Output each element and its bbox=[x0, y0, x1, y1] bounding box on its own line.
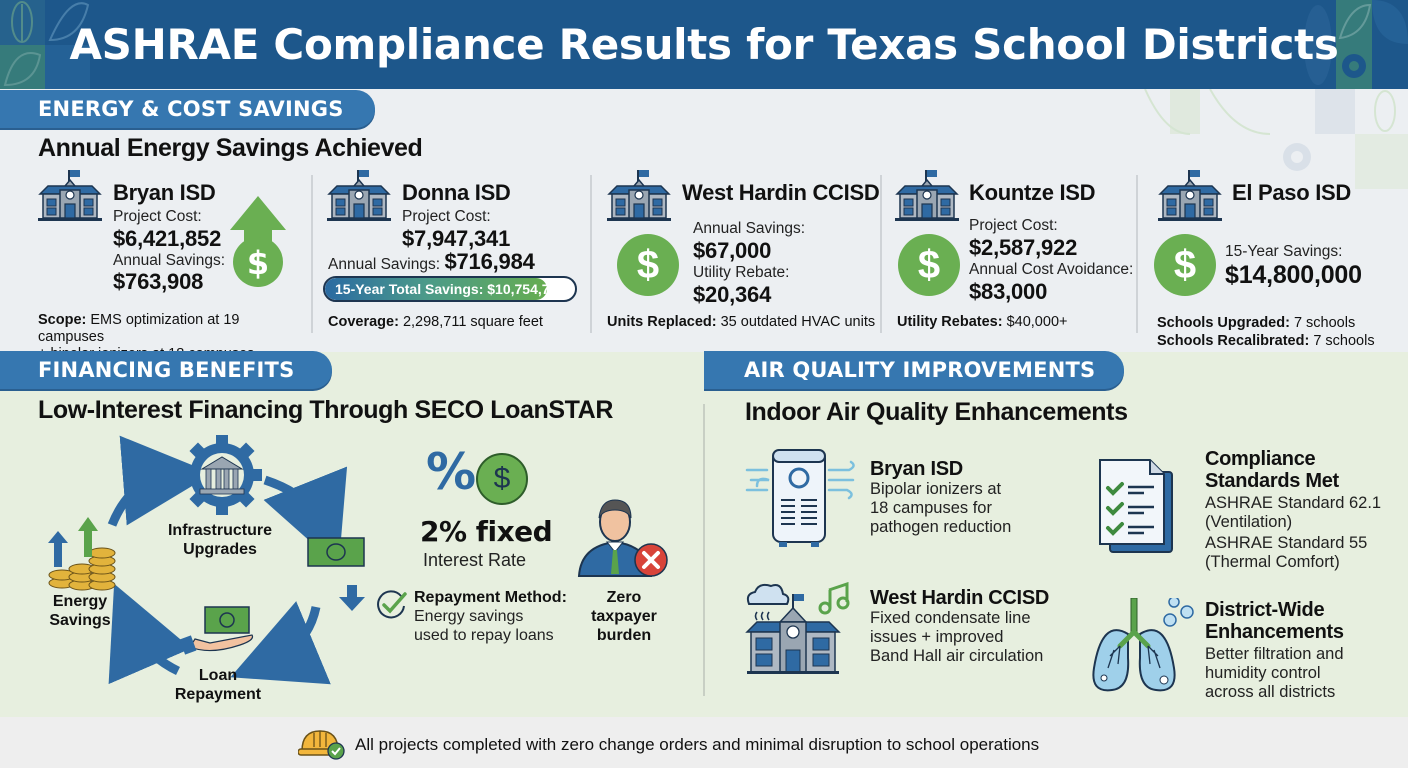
utility-rebates-note: Utility Rebates: $40,000+ bbox=[897, 314, 1068, 330]
annual-savings-row: Annual Savings: $716,984 bbox=[328, 249, 535, 275]
progress-fill: 15-Year Total Savings: $10,754,760 bbox=[325, 278, 565, 300]
aq-item-compliance-standards: Compliance Standards Met ASHRAE Standard… bbox=[1205, 448, 1382, 571]
compliance-checklist-icon bbox=[1099, 459, 1173, 553]
coin-stacks-icon bbox=[48, 517, 116, 591]
repayment-method: Repayment Method: Energy savings used to… bbox=[414, 589, 567, 644]
section-subtitle-financing: Low-Interest Financing Through SECO Loan… bbox=[38, 396, 613, 424]
annual-cost-avoidance-label: Annual Cost Avoidance: bbox=[969, 261, 1134, 278]
card-divider bbox=[1136, 175, 1138, 333]
card-divider bbox=[311, 175, 313, 333]
section-pill-air-quality-improvements: AIR QUALITY IMPROVEMENTS bbox=[704, 351, 1124, 389]
utility-rebate-value: $20,364 bbox=[693, 282, 772, 307]
card-divider bbox=[880, 175, 882, 333]
school-building-icon bbox=[895, 170, 959, 221]
fifteen-year-savings-progress-bar: 15-Year Total Savings: $10,754,760 bbox=[323, 276, 577, 302]
district-name: Donna ISD bbox=[402, 180, 511, 205]
section-pill-financing-benefits: FINANCING BENEFITS bbox=[0, 351, 332, 389]
school-building-icon bbox=[1158, 170, 1222, 221]
annual-cost-avoidance-value: $83,000 bbox=[969, 279, 1048, 304]
gear-bank-icon bbox=[182, 435, 262, 515]
utility-rebate-label: Utility Rebate: bbox=[693, 264, 790, 281]
school-building-icon bbox=[38, 170, 102, 221]
page-title: ASHRAE Compliance Results for Texas Scho… bbox=[69, 20, 1339, 69]
footer-text: All projects completed with zero change … bbox=[355, 735, 1040, 754]
hard-hat-check-icon bbox=[298, 730, 345, 760]
project-cost-label: Project Cost: bbox=[402, 208, 491, 225]
interest-rate-label: Interest Rate bbox=[423, 550, 527, 570]
leaf-pattern-icon bbox=[0, 0, 90, 89]
header-banner: ASHRAE Compliance Results for Texas Scho… bbox=[0, 0, 1408, 89]
aq-item-bryan-isd: Bryan ISD Bipolar ionizers at 18 campuse… bbox=[870, 458, 1012, 536]
footer-bar bbox=[0, 717, 1408, 768]
district-name: El Paso ISD bbox=[1232, 180, 1351, 205]
district-name: Bryan ISD bbox=[113, 180, 216, 205]
annual-savings-label: Annual Savings: bbox=[113, 252, 226, 269]
percent-icon: % bbox=[426, 443, 477, 501]
zero-taxpayer-burden: Zero taxpayer burden bbox=[591, 589, 657, 644]
dollar-coin-icon: $ bbox=[476, 453, 528, 505]
aq-item-district-wide-enhancements: District-Wide Enhancements Better filtra… bbox=[1205, 599, 1344, 701]
project-cost-label: Project Cost: bbox=[113, 208, 202, 225]
dollar-circle-icon: $ bbox=[898, 234, 960, 296]
card-divider bbox=[590, 175, 592, 333]
annual-savings-value: $763,908 bbox=[113, 269, 204, 294]
district-name: Kountze ISD bbox=[969, 180, 1096, 205]
school-building-icon bbox=[327, 170, 391, 221]
gear-leaf-pattern-icon bbox=[1304, 0, 1408, 89]
school-building-icon bbox=[607, 170, 671, 221]
project-cost-value: $6,421,852 bbox=[113, 226, 222, 251]
svg-text:$: $ bbox=[247, 244, 269, 282]
cycle-label-energy-savings: Energy Savings bbox=[49, 593, 111, 629]
decorative-leaf-pattern-icon bbox=[1144, 89, 1408, 189]
taxpayer-person-icon bbox=[577, 499, 668, 577]
lungs-icon bbox=[1092, 598, 1194, 692]
cash-bill-icon bbox=[307, 537, 365, 611]
section-subtitle-annual-energy-savings: Annual Energy Savings Achieved bbox=[38, 134, 423, 162]
checkmark-circle-icon bbox=[377, 590, 407, 619]
cycle-label-loan-repayment: Loan Repayment bbox=[174, 667, 262, 703]
coverage-note: Coverage: 2,298,711 square feet bbox=[328, 314, 543, 330]
annual-savings-label: Annual Savings: bbox=[328, 256, 441, 273]
schools-note: Schools Upgraded: 7 schools Schools Reca… bbox=[1157, 315, 1375, 349]
annual-savings-value: $67,000 bbox=[693, 238, 772, 263]
hand-cash-icon bbox=[179, 606, 254, 655]
financing-cycle-diagram bbox=[48, 435, 365, 685]
units-replaced-note: Units Replaced: 35 outdated HVAC units bbox=[607, 314, 876, 330]
interest-rate-value: 2% fixed bbox=[420, 515, 553, 548]
annual-savings-label: Annual Savings: bbox=[693, 220, 806, 237]
cycle-label-infrastructure-upgrades: Infrastructure Upgrades bbox=[167, 522, 273, 558]
section-subtitle-air-quality: Indoor Air Quality Enhancements bbox=[745, 398, 1128, 426]
fifteen-year-savings-label: 15-Year Savings: bbox=[1225, 243, 1343, 260]
project-cost-label: Project Cost: bbox=[969, 217, 1058, 234]
fifteen-year-savings-value: $14,800,000 bbox=[1225, 261, 1362, 289]
annual-savings-value: $716,984 bbox=[444, 249, 535, 274]
project-cost-value: $7,947,341 bbox=[402, 226, 511, 251]
section-pill-energy-cost-savings: ENERGY & COST SAVINGS bbox=[0, 90, 375, 128]
project-cost-value: $2,587,922 bbox=[969, 235, 1078, 260]
money-up-arrow-icon: $ bbox=[230, 196, 286, 287]
district-name: West Hardin CCISD bbox=[682, 180, 880, 205]
dollar-circle-icon: $ bbox=[617, 234, 679, 296]
aq-item-west-hardin-ccisd: West Hardin CCISD Fixed condensate line … bbox=[870, 587, 1050, 665]
panel-divider bbox=[703, 404, 705, 696]
dollar-circle-icon: $ bbox=[1154, 234, 1216, 296]
school-band-hall-icon bbox=[745, 582, 850, 674]
air-ionizer-icon bbox=[745, 449, 855, 547]
